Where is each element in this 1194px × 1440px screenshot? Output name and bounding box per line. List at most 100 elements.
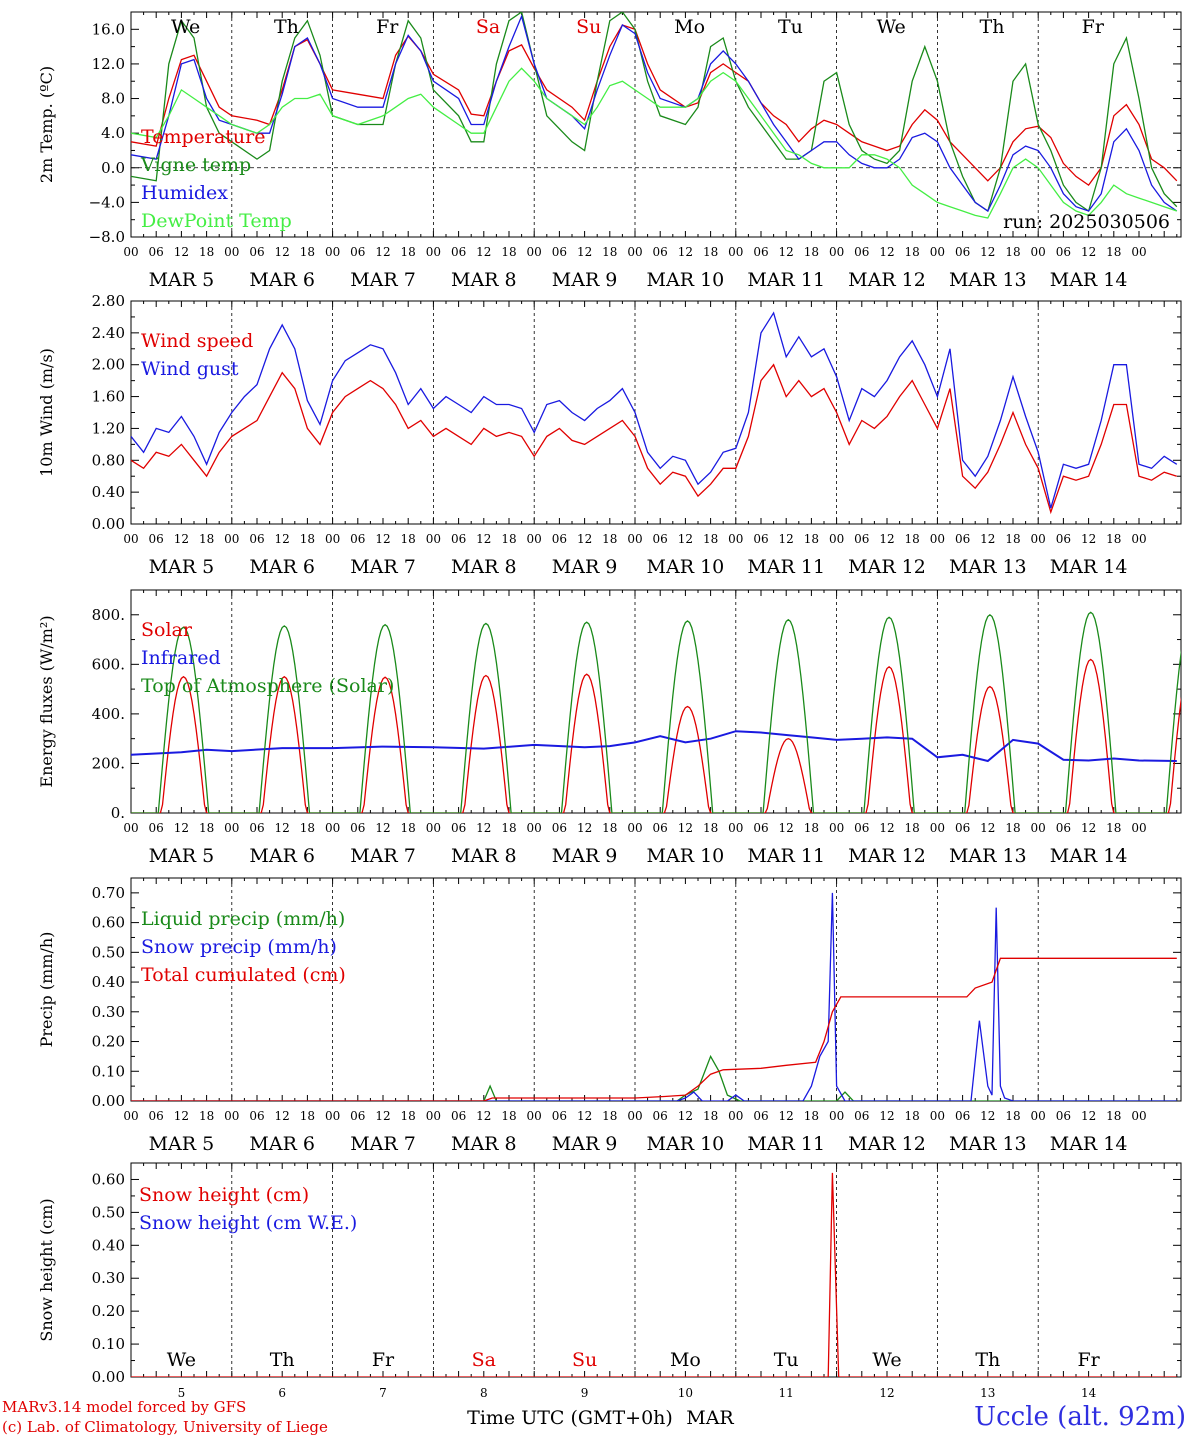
hour-tick-label: 18	[300, 532, 315, 546]
y-tick-label: 12.0	[92, 55, 125, 73]
hour-tick-label: 06	[149, 1109, 164, 1123]
day-number-label: 9	[581, 1386, 589, 1400]
hour-tick-label: 06	[854, 1109, 869, 1123]
hour-tick-label: 18	[401, 821, 416, 835]
hour-tick-label: 18	[905, 1109, 920, 1123]
date-label: MAR 10	[647, 845, 725, 867]
hour-tick-label: 12	[1081, 821, 1096, 835]
legend-entry: DewPoint Temp	[141, 210, 292, 232]
legend-entry: Solar	[141, 619, 193, 641]
date-label: MAR 8	[451, 1133, 517, 1155]
hour-tick-label: 00	[527, 821, 542, 835]
hour-tick-label: 12	[476, 1109, 491, 1123]
y-axis-label: 10m Wind (m/s)	[37, 348, 56, 477]
hour-tick-label: 00	[123, 532, 138, 546]
y-tick-label: −8.0	[89, 228, 125, 246]
day-number-label: 7	[379, 1386, 387, 1400]
hour-tick-label: 18	[703, 245, 718, 259]
y-tick-label: 400.	[92, 705, 125, 723]
hour-tick-label: 18	[300, 245, 315, 259]
day-of-week-label: Su	[572, 1349, 597, 1371]
hour-tick-label: 00	[930, 1109, 945, 1123]
hour-tick-label: 12	[476, 532, 491, 546]
hour-tick-label: 00	[829, 245, 844, 259]
hour-tick-label: 18	[905, 245, 920, 259]
day-of-week-label: We	[877, 16, 906, 38]
hour-tick-label: 12	[275, 821, 290, 835]
hour-tick-label: 06	[1056, 245, 1071, 259]
date-label: MAR 7	[350, 1133, 416, 1155]
series-line	[131, 957, 1177, 1101]
station-label: Uccle (alt. 92m)	[974, 1402, 1186, 1432]
date-label: MAR 6	[249, 556, 315, 578]
hour-tick-label: 00	[728, 821, 743, 835]
hour-tick-label: 18	[1005, 245, 1020, 259]
hour-tick-label: 00	[123, 1109, 138, 1123]
day-of-week-label: Fr	[1077, 1349, 1100, 1371]
series-line	[131, 363, 1177, 515]
hour-tick-label: 00	[123, 821, 138, 835]
y-tick-label: 0.60	[92, 1170, 125, 1188]
hour-tick-label: 12	[678, 532, 693, 546]
y-tick-label: 1.60	[92, 388, 125, 406]
hour-tick-label: 12	[879, 1109, 894, 1123]
y-axis-label: 2m Temp. (ºC)	[37, 66, 56, 183]
panel-5: 0.00 0.10 0.20 0.30 0.40 0.50 0.60 Snow height …	[37, 1162, 1182, 1386]
hour-tick-label: 00	[930, 821, 945, 835]
hour-tick-label: 18	[703, 532, 718, 546]
hour-tick-label: 06	[552, 1109, 567, 1123]
hour-tick-label: 06	[350, 532, 365, 546]
x-axis-label: Time UTC (GMT+0h)	[467, 1407, 673, 1429]
hour-tick-label: 00	[527, 532, 542, 546]
date-label: MAR 14	[1050, 269, 1128, 291]
legend-entry: Snow height (cm W.E.)	[139, 1212, 357, 1234]
hour-tick-label: 06	[753, 1109, 768, 1123]
series-group	[131, 12, 1178, 219]
hour-tick-label: 18	[300, 821, 315, 835]
day-of-week-label: Su	[576, 16, 601, 38]
hour-tick-label: 00	[728, 245, 743, 259]
hour-tick-label: 18	[905, 821, 920, 835]
series-line	[131, 24, 1178, 186]
series-line	[131, 67, 1178, 219]
day-number-label: 10	[678, 1386, 693, 1400]
date-label: MAR 12	[848, 269, 926, 291]
y-tick-label: 200.	[92, 754, 125, 772]
hour-tick-label: 12	[779, 245, 794, 259]
day-of-week-label: We	[872, 1349, 901, 1371]
hour-tick-label: 06	[552, 245, 567, 259]
series-line	[131, 1054, 1177, 1101]
hour-tick-label: 00	[829, 532, 844, 546]
hour-tick-label: 12	[879, 532, 894, 546]
date-label: MAR 7	[350, 845, 416, 867]
date-label: MAR 13	[949, 269, 1027, 291]
series-line	[131, 892, 1177, 1101]
hour-tick-label: 18	[199, 532, 214, 546]
hour-tick-label: 06	[955, 245, 970, 259]
day-of-week-label: Sa	[472, 1349, 496, 1371]
hour-tick-label: 18	[1005, 821, 1020, 835]
y-tick-label: 0.	[111, 804, 125, 822]
date-label: MAR 10	[647, 1133, 725, 1155]
series-line	[131, 1172, 1177, 1377]
y-tick-label: 0.60	[92, 914, 125, 932]
hour-tick-label: 06	[854, 532, 869, 546]
y-tick-label: 0.30	[92, 1003, 125, 1021]
hour-tick-label: 18	[804, 532, 819, 546]
day-number-label: 13	[980, 1386, 995, 1400]
hour-tick-label: 12	[174, 532, 189, 546]
y-tick-label: 800.	[92, 606, 125, 624]
y-tick-label: 0.00	[92, 1368, 125, 1386]
hour-tick-label: 06	[249, 1109, 264, 1123]
legend-entry: Vigne temp	[140, 154, 251, 176]
y-tick-label: 600.	[92, 655, 125, 673]
hour-tick-label: 12	[1081, 1109, 1096, 1123]
date-label: MAR 10	[647, 269, 725, 291]
hour-tick-label: 06	[249, 245, 264, 259]
day-of-week-label: Th	[975, 1349, 1000, 1371]
hour-tick-label: 00	[930, 532, 945, 546]
hour-tick-label: 12	[375, 532, 390, 546]
hour-tick-label: 00	[426, 245, 441, 259]
date-label: MAR 12	[848, 1133, 926, 1155]
plot-frame	[130, 589, 1182, 814]
